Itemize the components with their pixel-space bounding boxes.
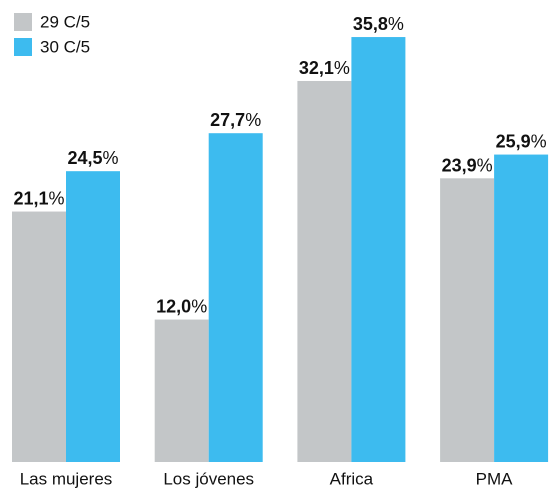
bar (12, 211, 66, 462)
bar (351, 37, 406, 462)
legend-label: 30 C/5 (40, 37, 90, 56)
bar (154, 319, 209, 462)
legend-swatch (14, 13, 32, 31)
value-label: 23,9% (442, 155, 493, 175)
bar (494, 154, 549, 462)
value-label: 32,1% (299, 58, 350, 78)
value-label: 25,9% (496, 131, 547, 151)
bar (440, 178, 495, 462)
bar (208, 133, 263, 463)
value-label: 35,8% (353, 14, 404, 34)
bar (66, 171, 120, 462)
legend-label: 29 C/5 (40, 12, 90, 31)
bar (297, 80, 352, 463)
x-tick-label: Las mujeres (20, 469, 113, 488)
value-label: 12,0% (156, 296, 207, 316)
x-tick-label: Los jóvenes (163, 469, 254, 488)
value-label: 24,5% (67, 148, 118, 168)
value-label: 21,1% (13, 188, 64, 208)
x-tick-label: Africa (330, 469, 374, 488)
value-label: 27,7% (210, 110, 261, 130)
x-tick-label: PMA (476, 469, 514, 488)
legend-swatch (14, 38, 32, 56)
